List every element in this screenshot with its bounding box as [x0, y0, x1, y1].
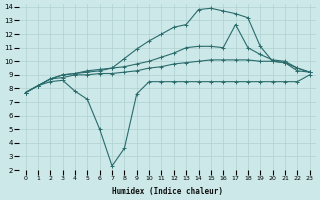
X-axis label: Humidex (Indice chaleur): Humidex (Indice chaleur) — [112, 187, 223, 196]
